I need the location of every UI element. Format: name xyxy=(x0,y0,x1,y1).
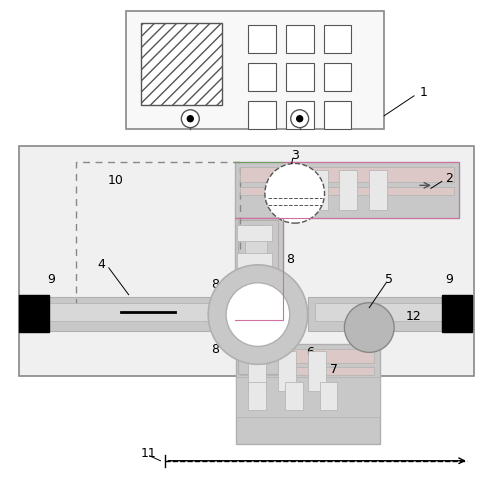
Bar xyxy=(278,352,295,391)
Bar xyxy=(240,367,374,375)
Bar xyxy=(237,253,272,269)
Bar xyxy=(323,25,351,53)
Bar xyxy=(237,225,272,241)
Bar xyxy=(19,297,218,332)
Bar xyxy=(235,218,283,319)
Circle shape xyxy=(187,116,193,122)
Bar xyxy=(76,163,240,310)
Text: 12: 12 xyxy=(406,310,422,323)
Circle shape xyxy=(291,110,309,128)
Text: 3: 3 xyxy=(291,149,298,162)
Bar xyxy=(248,63,276,91)
Circle shape xyxy=(226,283,290,346)
Bar xyxy=(340,170,357,210)
Bar xyxy=(235,163,459,218)
Text: 4: 4 xyxy=(97,259,105,271)
Bar xyxy=(240,187,454,195)
Bar xyxy=(236,344,380,444)
Text: 8: 8 xyxy=(281,348,289,361)
Bar xyxy=(319,382,338,410)
Bar xyxy=(238,344,278,374)
Bar xyxy=(238,220,278,315)
Text: 9: 9 xyxy=(445,273,453,286)
Bar xyxy=(19,295,49,333)
Bar xyxy=(248,382,266,410)
Bar xyxy=(310,170,327,210)
Bar xyxy=(240,349,374,363)
Text: 8: 8 xyxy=(286,253,294,266)
Bar xyxy=(323,101,351,129)
Bar xyxy=(323,63,351,91)
Bar xyxy=(308,297,469,332)
Bar xyxy=(308,352,325,391)
Bar xyxy=(26,302,210,320)
Bar xyxy=(285,382,303,410)
Bar xyxy=(237,281,272,297)
Bar xyxy=(125,11,384,129)
Text: 11: 11 xyxy=(141,447,156,460)
Circle shape xyxy=(344,302,394,353)
Bar xyxy=(19,146,474,376)
Text: 10: 10 xyxy=(108,174,123,187)
Circle shape xyxy=(208,265,308,364)
Text: 9: 9 xyxy=(47,273,55,286)
Text: 6: 6 xyxy=(306,346,314,359)
Circle shape xyxy=(297,116,303,122)
Bar xyxy=(286,25,314,53)
Text: 7: 7 xyxy=(330,363,339,376)
Bar xyxy=(286,63,314,91)
Text: 1: 1 xyxy=(420,86,428,99)
Bar xyxy=(248,101,276,129)
Bar xyxy=(236,377,380,417)
Text: 8: 8 xyxy=(211,278,219,291)
Bar xyxy=(315,302,462,320)
Text: 2: 2 xyxy=(445,172,453,185)
Bar xyxy=(248,352,266,391)
Bar xyxy=(369,170,387,210)
Bar xyxy=(240,168,454,182)
Bar xyxy=(141,23,222,105)
Bar xyxy=(286,101,314,129)
Text: 5: 5 xyxy=(385,273,393,286)
Bar xyxy=(248,25,276,53)
Circle shape xyxy=(265,164,324,223)
Text: 8: 8 xyxy=(211,343,219,356)
Bar xyxy=(245,225,267,310)
Circle shape xyxy=(181,110,199,128)
Bar xyxy=(442,295,472,333)
